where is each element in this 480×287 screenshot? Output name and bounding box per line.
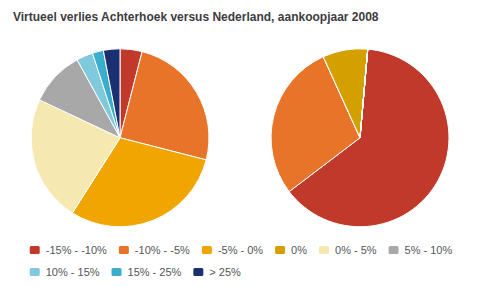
svg-text:-10% - -5%: -10% - -5% <box>135 244 190 256</box>
svg-text:-15% - -10%: -15% - -10% <box>46 244 107 256</box>
svg-text:-5% - 0%: -5% - 0% <box>218 244 263 256</box>
svg-text:0%: 0% <box>291 244 307 256</box>
svg-text:Virtueel verlies Achterhoek ve: Virtueel verlies Achterhoek versus Neder… <box>13 10 379 24</box>
svg-text:0% - 5%: 0% - 5% <box>335 244 377 256</box>
svg-text:5% - 10%: 5% - 10% <box>405 244 453 256</box>
svg-text:15% - 25%: 15% - 25% <box>128 266 182 278</box>
svg-text:10% - 15%: 10% - 15% <box>46 266 100 278</box>
svg-text:> 25%: > 25% <box>209 266 241 278</box>
